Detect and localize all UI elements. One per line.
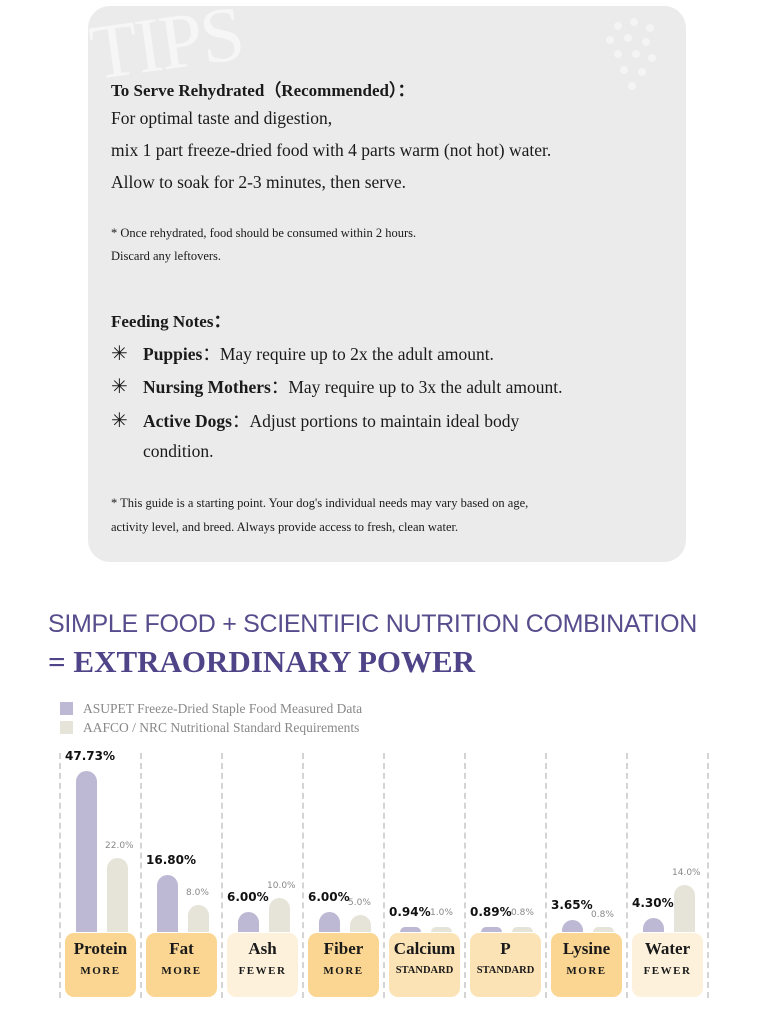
- standard-value-label: 1.0%: [430, 908, 453, 918]
- legend-swatch-standard: [60, 721, 73, 734]
- column-divider: [140, 753, 142, 998]
- measured-value-label: 6.00%: [227, 889, 269, 904]
- measured-value-label: 0.94%: [389, 905, 431, 919]
- category-tag-protein: Protein MORE: [65, 933, 136, 997]
- column-divider: [59, 753, 61, 998]
- feeding-note-continuation: condition.: [143, 441, 214, 461]
- category-name: Protein: [73, 939, 128, 958]
- column-divider: [545, 753, 547, 998]
- asterisk-icon: ✳: [111, 376, 128, 398]
- guide-note: * This guide is a starting point. Your d…: [111, 496, 529, 510]
- bar-measured-fiber: [319, 911, 340, 932]
- legend-swatch-measured: [60, 702, 73, 715]
- rehydrate-note: * Once rehydrated, food should be consum…: [111, 226, 417, 240]
- rehydrate-note: Discard any leftovers.: [111, 249, 222, 263]
- bar-standard-fat: [188, 905, 209, 932]
- column-divider: [707, 753, 709, 998]
- guide-note: activity level, and breed. Always provid…: [111, 520, 459, 534]
- column-divider: [383, 753, 385, 998]
- headline-line2: = EXTRAORDINARY POWER: [48, 644, 476, 679]
- measured-value-label: 16.80%: [146, 853, 196, 868]
- feeding-note: ✳ Nursing Mothers：May require up to 3x th…: [111, 376, 563, 398]
- column-divider: [221, 753, 223, 998]
- category-tag-fat: Fat MORE: [146, 933, 217, 997]
- rehydrate-line: Allow to soak for 2-3 minutes, then serv…: [111, 172, 407, 192]
- bar-standard-lysine: [593, 927, 614, 932]
- bar-standard-water: [674, 884, 695, 932]
- measured-value-label: 4.30%: [632, 895, 674, 910]
- column-divider: [626, 753, 628, 998]
- category-name: Water: [644, 939, 691, 958]
- category-name: Fat: [169, 939, 194, 958]
- comparison-tag: MORE: [161, 965, 202, 977]
- measured-value-label: 6.00%: [308, 889, 350, 904]
- measured-value-label: 47.73%: [65, 749, 115, 764]
- category-name: Lysine: [562, 939, 611, 958]
- measured-value-label: 0.89%: [470, 905, 512, 919]
- rehydrate-line: mix 1 part freeze-dried food with 4 part…: [111, 140, 552, 160]
- category-tag-calcium: Calcium STANDARD: [389, 933, 460, 997]
- category-tag-fiber: Fiber MORE: [308, 933, 379, 997]
- dots-decoration: [606, 18, 666, 98]
- category-name: Calcium: [393, 939, 456, 958]
- standard-value-label: 10.0%: [267, 881, 296, 892]
- standard-value-label: 0.8%: [511, 908, 534, 918]
- standard-value-label: 8.0%: [186, 888, 209, 899]
- rehydrate-line: For optimal taste and digestion,: [111, 108, 333, 128]
- standard-value-label: 0.8%: [591, 910, 614, 920]
- standard-value-label: 14.0%: [672, 867, 701, 878]
- rehydrate-heading: To Serve Rehydrated（Recommended）：: [111, 81, 415, 100]
- feeding-note: ✳ Active Dogs：Adjust portions to maintain…: [111, 410, 520, 432]
- category-tag-p: P STANDARD: [470, 933, 541, 997]
- bar-measured-protein: [76, 771, 97, 932]
- tips-card: TIPS To Serve Rehydrated（Recommended）： F…: [88, 6, 686, 562]
- legend-standard: AAFCO / NRC Nutritional Standard Require…: [60, 720, 359, 736]
- category-tag-ash: Ash FEWER: [227, 933, 298, 997]
- comparison-tag: FEWER: [643, 965, 692, 977]
- bar-standard-calcium: [431, 927, 452, 932]
- column-divider: [302, 753, 304, 998]
- comparison-tag: STANDARD: [395, 965, 454, 976]
- measured-value-label: 3.65%: [551, 897, 593, 912]
- bar-measured-water: [643, 917, 664, 932]
- category-name: Fiber: [323, 939, 364, 958]
- comparison-tag: STANDARD: [476, 965, 535, 976]
- bar-measured-calcium: [400, 927, 421, 932]
- bar-standard-p: [512, 927, 533, 932]
- comparison-tag: MORE: [323, 965, 364, 977]
- standard-value-label: 5.0%: [348, 898, 371, 909]
- asterisk-icon: ✳: [111, 343, 128, 365]
- bar-standard-protein: [107, 857, 128, 932]
- feeding-heading: Feeding Notes：: [111, 312, 231, 331]
- comparison-tag: MORE: [80, 965, 121, 977]
- legend-measured: ASUPET Freeze-Dried Staple Food Measured…: [60, 701, 362, 717]
- standard-value-label: 22.0%: [105, 840, 134, 851]
- bar-standard-ash: [269, 898, 290, 932]
- bar-measured-ash: [238, 911, 259, 932]
- headline-line1: SIMPLE FOOD + SCIENTIFIC NUTRITION COMBI…: [48, 610, 697, 638]
- nutrition-chart: 47.73% 22.0% Protein MORE 16.80% 8.0% Fat MORE 6…: [0, 749, 768, 1024]
- category-tag-lysine: Lysine MORE: [551, 933, 622, 997]
- category-tag-water: Water FEWER: [632, 933, 703, 997]
- column-divider: [464, 753, 466, 998]
- bar-measured-lysine: [562, 919, 583, 932]
- bar-measured-p: [481, 927, 502, 932]
- feeding-note: ✳ Puppies：May require up to 2x the adult …: [111, 343, 494, 365]
- bar-standard-fiber: [350, 915, 371, 932]
- comparison-tag: MORE: [566, 965, 607, 977]
- category-name: P: [500, 939, 511, 958]
- comparison-tag: FEWER: [238, 965, 287, 977]
- bar-measured-fat: [157, 875, 178, 932]
- category-name: Ash: [248, 939, 277, 958]
- asterisk-icon: ✳: [111, 410, 128, 432]
